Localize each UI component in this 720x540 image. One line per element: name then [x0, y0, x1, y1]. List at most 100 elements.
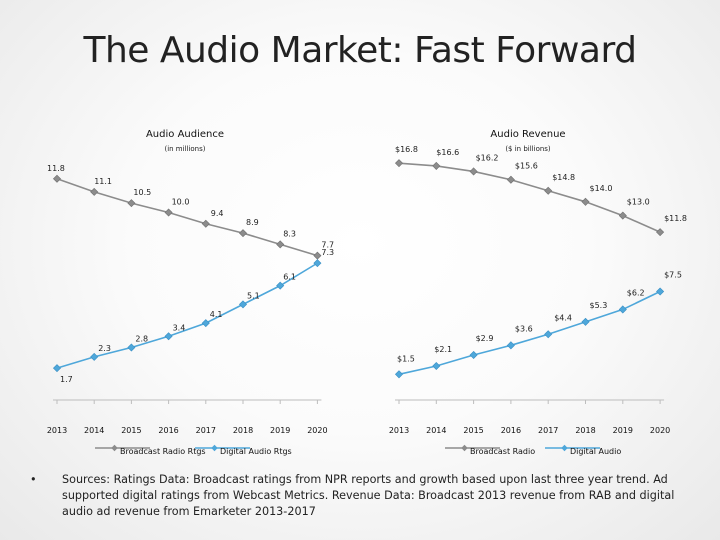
- legend-marker: [561, 444, 568, 452]
- series-line: [398, 162, 661, 233]
- x-tick-label: 2020: [307, 426, 327, 435]
- x-tick-label: 2017: [538, 426, 558, 435]
- legend-label: Broadcast Radio Rtgs: [120, 447, 206, 456]
- legend-label: Digital Audio Rtgs: [220, 447, 292, 456]
- data-label: 2.3: [98, 344, 111, 353]
- data-label: $5.3: [590, 301, 608, 310]
- data-point-marker: [201, 219, 210, 228]
- data-label: $16.6: [436, 148, 459, 157]
- data-label: 1.7: [60, 375, 73, 384]
- x-tick-label: 2013: [47, 426, 67, 435]
- data-label: $11.8: [664, 214, 687, 223]
- data-point-marker: [506, 341, 515, 350]
- series-line: [56, 262, 318, 369]
- data-point-marker: [581, 197, 590, 206]
- data-point-marker: [164, 208, 173, 217]
- chart-title: Audio Audience: [146, 129, 224, 140]
- data-point-marker: [544, 186, 553, 195]
- data-label: 11.8: [47, 164, 65, 173]
- footnote-text: Sources: Ratings Data: Broadcast ratings…: [62, 473, 675, 518]
- x-tick-label: 2015: [463, 426, 483, 435]
- data-label: 9.4: [211, 209, 224, 218]
- x-tick-label: 2019: [270, 426, 290, 435]
- series-line: [398, 290, 661, 376]
- data-label: 6.1: [283, 273, 296, 282]
- data-label: 10.5: [133, 188, 151, 197]
- data-point-marker: [469, 350, 478, 360]
- chart-subtitle: ($ in billions): [505, 145, 551, 153]
- footnote: • Sources: Ratings Data: Broadcast ratin…: [30, 472, 700, 520]
- slide-title: The Audio Market: Fast Forward: [83, 30, 637, 71]
- data-label: 11.1: [94, 177, 112, 186]
- data-label: $4.4: [554, 313, 572, 322]
- data-label: 8.9: [246, 218, 259, 227]
- legend-marker: [461, 444, 468, 452]
- data-point-marker: [52, 174, 62, 183]
- data-point-marker: [313, 251, 322, 260]
- legend-label: Broadcast Radio: [470, 447, 535, 456]
- data-label: 4.1: [210, 310, 223, 319]
- data-point-marker: [581, 317, 590, 326]
- data-label: $7.5: [664, 271, 682, 280]
- data-point-marker: [469, 167, 478, 176]
- x-tick-label: 2019: [613, 426, 633, 435]
- data-label: $14.8: [552, 173, 575, 182]
- data-label: $2.9: [476, 334, 494, 343]
- data-point-marker: [276, 281, 285, 290]
- data-label: 10.0: [172, 198, 190, 207]
- data-point-marker: [394, 370, 404, 379]
- data-point-marker: [432, 161, 441, 170]
- data-label: $3.6: [515, 324, 533, 333]
- data-point-marker: [656, 228, 665, 237]
- data-point-marker: [90, 187, 99, 196]
- x-tick-label: 2013: [389, 426, 409, 435]
- data-point-marker: [656, 287, 665, 296]
- data-point-marker: [127, 199, 136, 208]
- legend-marker: [211, 444, 218, 452]
- data-label: $2.1: [434, 345, 452, 354]
- data-label: 5.1: [247, 291, 260, 300]
- x-tick-label: 2020: [650, 426, 670, 435]
- legend-label: Digital Audio: [570, 447, 621, 456]
- data-label: 2.8: [135, 335, 148, 344]
- chart-title: Audio Revenue: [490, 129, 565, 140]
- data-point-marker: [276, 240, 285, 249]
- data-label: $16.8: [395, 145, 418, 154]
- x-tick-label: 2016: [158, 426, 178, 435]
- data-point-marker: [238, 300, 248, 309]
- data-point-marker: [506, 175, 515, 184]
- data-label: $13.0: [627, 198, 650, 207]
- data-label: $15.6: [515, 162, 538, 171]
- chart-subtitle: (in millions): [164, 145, 205, 153]
- data-point-marker: [618, 211, 627, 220]
- data-point-marker: [201, 319, 210, 328]
- x-tick-label: 2015: [121, 426, 141, 435]
- data-label: 7.7: [321, 241, 334, 250]
- data-label: 3.4: [173, 323, 186, 332]
- x-tick-label: 2018: [233, 426, 253, 435]
- data-label: $14.0: [590, 184, 613, 193]
- data-point-marker: [164, 332, 173, 341]
- series-line: [56, 177, 318, 257]
- data-point-marker: [127, 343, 136, 352]
- x-tick-label: 2016: [501, 426, 521, 435]
- data-label: $16.2: [476, 153, 499, 162]
- legend-marker: [111, 444, 118, 452]
- x-tick-label: 2014: [84, 426, 104, 435]
- data-label: $1.5: [397, 354, 415, 363]
- data-point-marker: [313, 259, 322, 268]
- data-point-marker: [90, 352, 99, 361]
- x-tick-label: 2018: [575, 426, 595, 435]
- x-tick-label: 2017: [196, 426, 216, 435]
- data-point-marker: [394, 159, 404, 168]
- data-point-marker: [544, 330, 553, 339]
- footnote-bullet: •: [30, 473, 37, 486]
- data-point-marker: [432, 361, 441, 371]
- x-tick-label: 2014: [426, 426, 446, 435]
- data-label: $6.2: [627, 288, 645, 297]
- data-label: 8.3: [283, 229, 296, 238]
- data-point-marker: [52, 364, 62, 373]
- data-point-marker: [618, 305, 627, 314]
- data-label: 7.3: [321, 248, 334, 257]
